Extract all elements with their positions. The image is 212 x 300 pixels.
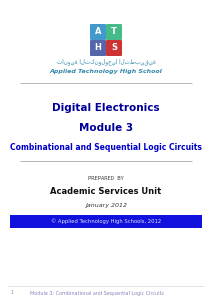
Text: © Applied Technology High Schools, 2012: © Applied Technology High Schools, 2012 xyxy=(51,219,161,224)
Text: A: A xyxy=(95,28,101,37)
Text: Module 3: Module 3 xyxy=(79,123,133,133)
Text: H: H xyxy=(95,44,101,52)
Bar xyxy=(10,215,202,228)
FancyBboxPatch shape xyxy=(106,24,122,40)
Text: Digital Electronics: Digital Electronics xyxy=(52,103,160,113)
Text: S: S xyxy=(111,44,117,52)
Text: T: T xyxy=(111,28,117,37)
Text: Applied Technology High School: Applied Technology High School xyxy=(50,70,162,74)
Text: PREPARED BY: PREPARED BY xyxy=(88,176,124,181)
Text: Academic Services Unit: Academic Services Unit xyxy=(50,188,162,196)
FancyBboxPatch shape xyxy=(90,24,106,40)
Text: Combinational and Sequential Logic Circuits: Combinational and Sequential Logic Circu… xyxy=(10,143,202,152)
Text: ثانوية التكنولوجيا التطبيقية: ثانوية التكنولوجيا التطبيقية xyxy=(57,58,155,65)
Text: 1: 1 xyxy=(10,290,13,296)
Text: Module 3: Combinational and Sequential Logic Circuits: Module 3: Combinational and Sequential L… xyxy=(30,290,164,296)
FancyBboxPatch shape xyxy=(90,40,106,56)
Text: January 2012: January 2012 xyxy=(85,202,127,208)
FancyBboxPatch shape xyxy=(106,40,122,56)
